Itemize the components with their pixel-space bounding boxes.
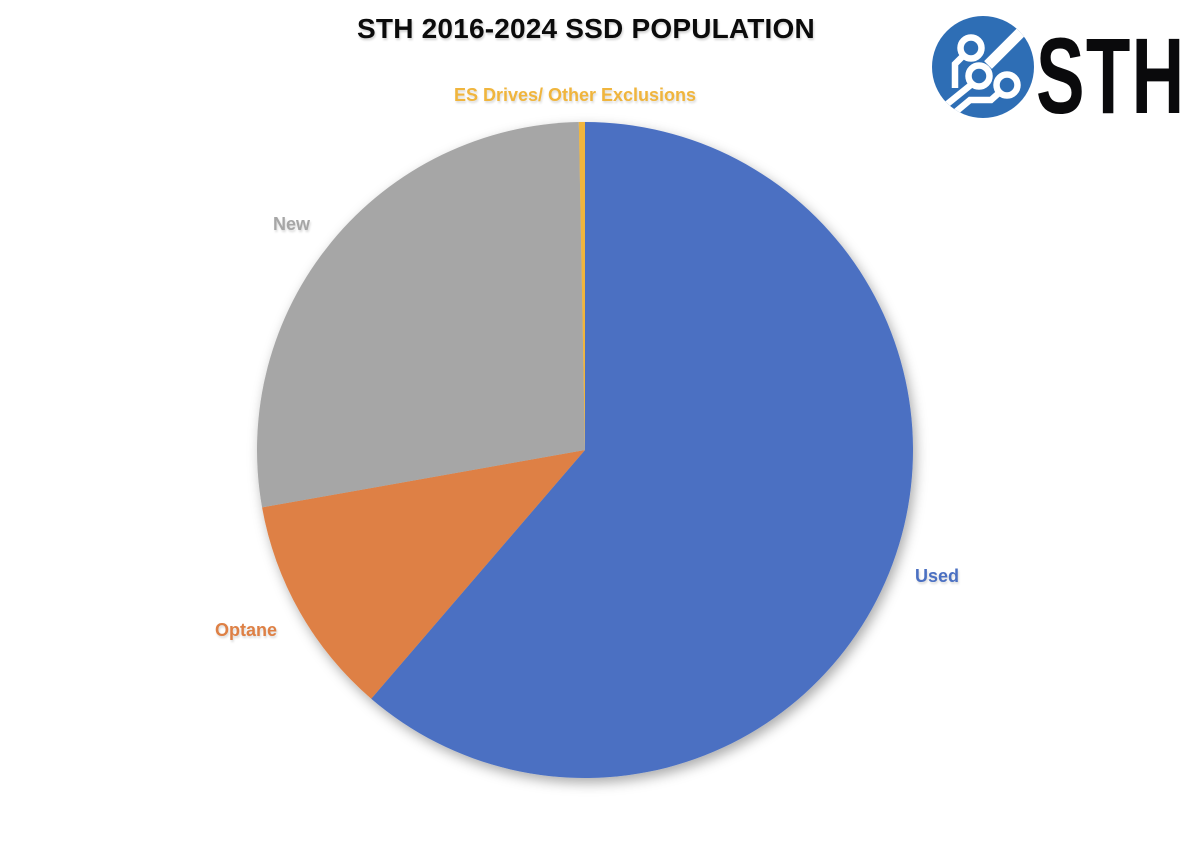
chart-title: STH 2016-2024 SSD POPULATION [357,13,815,44]
slice-label-new: New [273,214,311,234]
slice-label-used: Used [915,566,960,586]
pie-slice-optane [262,450,585,699]
pie-slice-new [256,122,585,508]
logo-text: STH [1036,16,1185,124]
pie-slice-used [371,122,914,778]
slice-label-es-drives: ES Drives/ Other Exclusions [453,85,697,105]
pie-slices-group [256,122,914,778]
sth-logo: STH [932,16,1185,124]
slice-label-optane: Optane [215,620,278,640]
logo-circuit-icon [943,26,1027,118]
pie-slice-es-drives-other-exclusions [578,122,585,450]
